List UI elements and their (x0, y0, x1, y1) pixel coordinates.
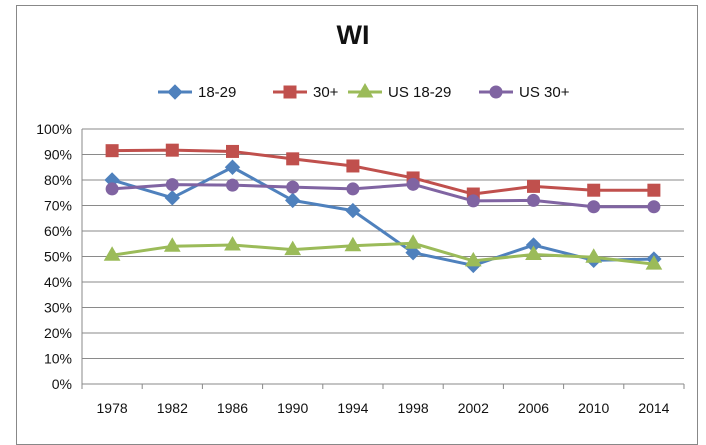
y-tick-label: 60% (44, 223, 72, 239)
y-tick-label: 70% (44, 198, 72, 214)
x-tick-label: 1994 (337, 400, 368, 416)
series-30- (105, 143, 661, 201)
data-point (163, 237, 181, 252)
data-point (165, 143, 179, 157)
y-tick-label: 0% (52, 376, 72, 392)
data-point (404, 234, 422, 249)
series-line (112, 148, 654, 196)
legend-label: 18-29 (198, 84, 236, 101)
legend: 18-29 30+ US 18-29 US 30+ (158, 82, 570, 101)
data-point (164, 190, 181, 206)
legend-marker (356, 82, 374, 98)
series-line (111, 165, 654, 267)
data-point (525, 245, 542, 260)
data-point (226, 178, 239, 192)
chart-frame (16, 5, 698, 445)
series-group (103, 143, 663, 274)
x-tick-label: 2002 (458, 400, 489, 416)
x-tick-label: 1986 (217, 400, 248, 416)
data-point (406, 177, 420, 191)
chart-title: WI (336, 20, 370, 50)
x-tick-label: 2010 (578, 400, 609, 416)
y-tick-label: 100% (36, 121, 72, 137)
data-point (284, 192, 301, 209)
line-chart: 18-29 30+ US 18-29 US 30+ 0% 10% 20% 30% 40% 50%… (36, 82, 685, 416)
series-line (111, 241, 655, 266)
legend-label: 30+ (313, 84, 339, 101)
data-point (345, 202, 361, 219)
data-point (585, 248, 603, 263)
x-axis-ticks: 1978 1982 1986 1990 1994 1998 2002 2006 2010 2014 (81, 384, 685, 416)
data-point (286, 152, 300, 166)
x-tick-label: 1998 (398, 400, 429, 416)
data-point (346, 182, 360, 196)
data-point (105, 144, 119, 158)
data-point (165, 178, 179, 192)
legend-marker (167, 84, 183, 100)
data-point (527, 179, 540, 193)
series-line (111, 182, 654, 209)
x-tick-label: 2006 (518, 400, 549, 416)
y-axis-ticks: 0% 10% 20% 30% 40% 50% 60% 70% 80% 90% 100% (36, 121, 72, 392)
data-point (464, 251, 482, 267)
y-tick-label: 80% (44, 172, 72, 188)
legend-label: US 18-29 (388, 84, 451, 101)
data-point (405, 244, 421, 261)
y-tick-label: 40% (44, 274, 72, 290)
data-point (224, 159, 241, 175)
data-point (103, 246, 121, 261)
data-point (466, 194, 480, 208)
x-tick-label: 1990 (277, 400, 308, 416)
legend-label: US 30+ (519, 84, 570, 101)
data-point (527, 193, 540, 207)
y-tick-label: 30% (44, 300, 72, 316)
data-point (224, 236, 241, 251)
data-point (226, 144, 239, 158)
x-tick-label: 2014 (638, 400, 669, 416)
legend-item: 18-29 (158, 84, 236, 101)
legend-item: US 18-29 (348, 82, 451, 101)
data-point (105, 182, 119, 196)
data-point (647, 200, 661, 214)
legend-marker (489, 85, 503, 99)
y-tick-label: 10% (44, 351, 72, 367)
series-us-18-29 (103, 234, 663, 270)
x-tick-label: 1982 (157, 400, 188, 416)
x-tick-label: 1978 (97, 400, 128, 416)
legend-item: 30+ (273, 84, 339, 101)
data-point (346, 159, 360, 173)
data-point (587, 183, 601, 197)
data-point (647, 183, 661, 197)
y-tick-label: 20% (44, 325, 72, 341)
legend-marker (283, 85, 297, 99)
data-point (286, 180, 300, 194)
legend-item: US 30+ (479, 84, 570, 101)
y-tick-label: 50% (44, 249, 72, 265)
data-point (344, 236, 362, 252)
data-point (645, 255, 663, 270)
data-point (587, 200, 601, 214)
y-tick-label: 90% (44, 147, 72, 163)
series-us-30- (105, 177, 661, 214)
data-point (284, 240, 302, 256)
